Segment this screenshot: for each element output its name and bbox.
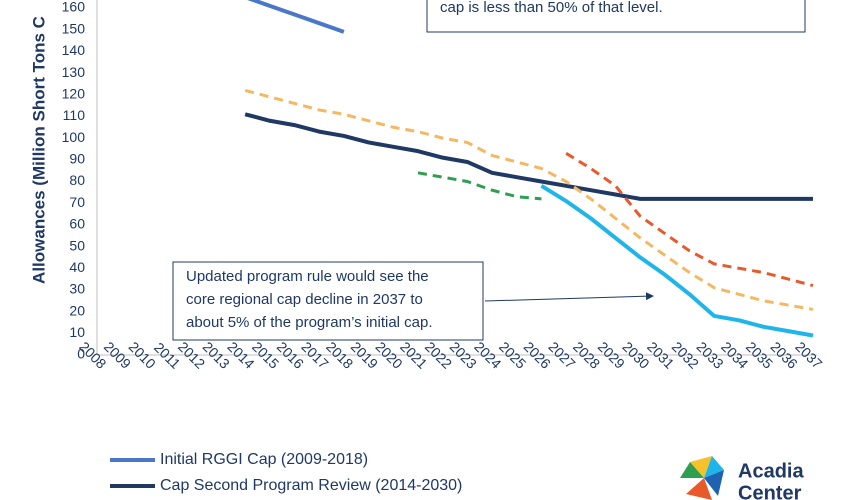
series-line [244, 112, 813, 201]
y-tick-label: 80 [69, 172, 85, 188]
series-line [417, 171, 542, 201]
y-tick-label: 160 [62, 0, 86, 15]
annotation-text: core regional cap decline in 2037 to [186, 291, 423, 308]
annotation-box [172, 261, 484, 341]
x-tick-label: 2011 [151, 339, 184, 372]
logo-text: Center [738, 482, 802, 500]
y-tick-label: 10 [69, 324, 85, 340]
y-tick-label: 150 [62, 20, 86, 36]
logo-text: Acadia [738, 460, 804, 482]
y-tick-label: 20 [69, 302, 85, 318]
series-line [540, 184, 814, 338]
logo: Acadia Center [680, 456, 804, 500]
y-tick-label: 100 [62, 129, 86, 145]
y-tick-label: 0 [77, 346, 85, 362]
y-tick-label: 60 [69, 216, 85, 232]
annotation-box [426, 0, 806, 33]
y-tick-label: 50 [69, 237, 85, 253]
series-line [244, 88, 814, 311]
annotation-text: Updated program rule would see the [186, 268, 429, 285]
y-tick-label: 130 [62, 64, 86, 80]
annotation-arrow [484, 292, 654, 302]
legend-label: Initial RGGI Cap (2009-2018) [160, 451, 368, 468]
y-tick-label: 120 [62, 85, 86, 101]
annotation-text: cap is less than 50% of that level. [440, 0, 663, 16]
y-tick-label: 70 [69, 194, 85, 210]
series-line [247, 0, 345, 34]
y-tick-label: 30 [69, 281, 85, 297]
y-tick-label: 140 [62, 42, 86, 58]
y-tick-label: 110 [63, 107, 86, 123]
y-tick-label: 40 [69, 259, 85, 275]
annotation-text: about 5% of the program’s initial cap. [186, 314, 433, 331]
series-line [565, 152, 814, 288]
legend-label: Cap Second Program Review (2014-2030) [160, 477, 462, 494]
y-tick-label: 90 [69, 151, 85, 167]
y-axis-label: Allowances (Million Short Tons C [29, 16, 48, 284]
